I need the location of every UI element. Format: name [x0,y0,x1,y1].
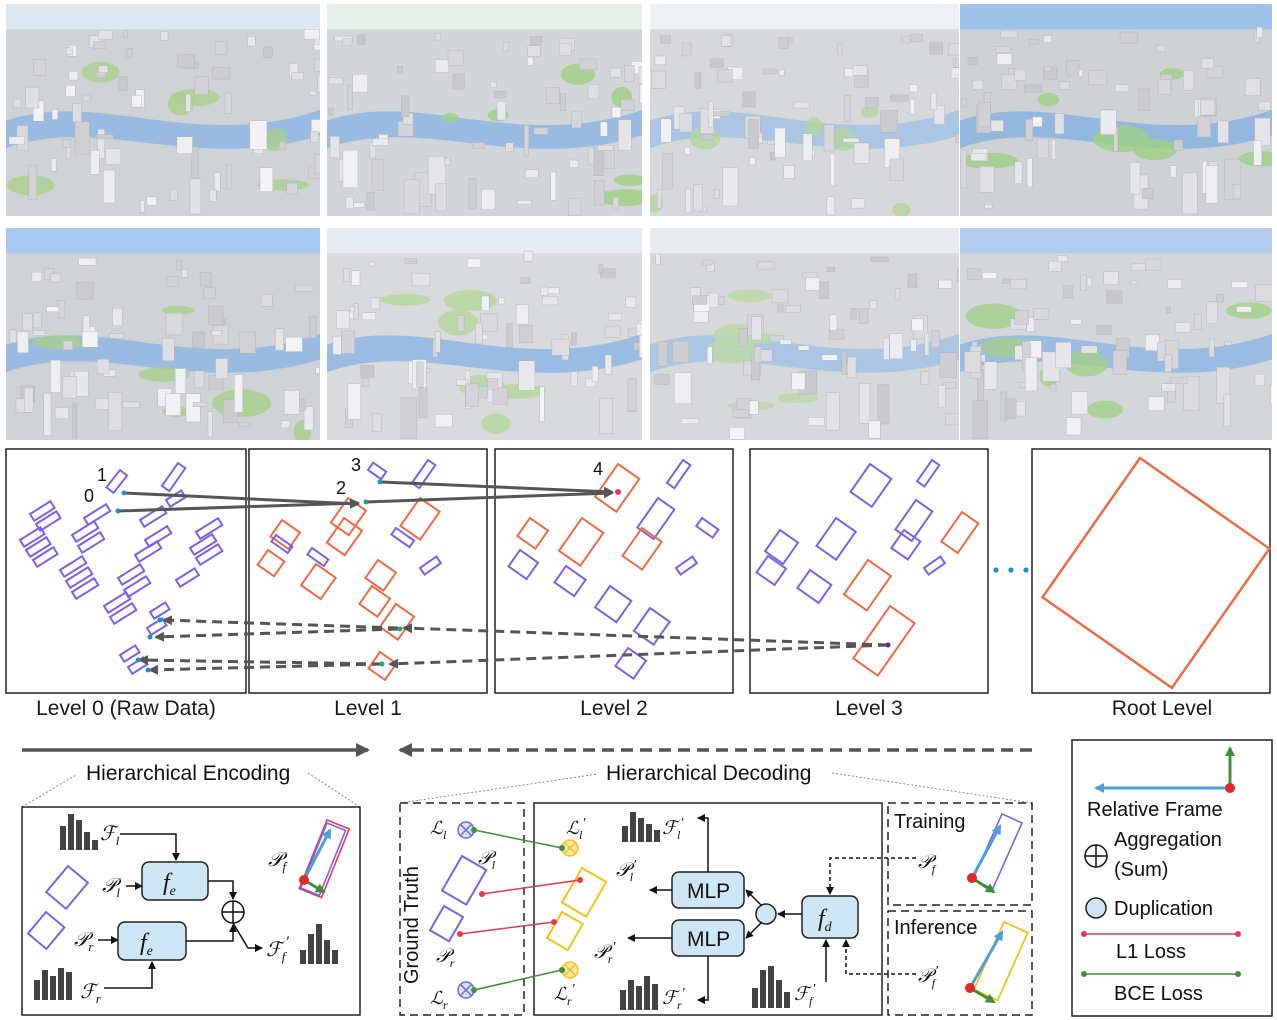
root-level-label: Root Level [1111,697,1213,720]
f-r-symbol: ℱr [80,981,102,1006]
fr-prime-symbol: ℱr′ [662,986,686,1012]
svg-text:MLP: MLP [687,928,730,951]
histogram-f-r-icon [34,968,72,1000]
ff-prime-symbol: ℱf′ [266,934,289,964]
level-0-boxes [18,461,224,676]
city-view-7 [650,228,959,440]
legend-aggregation: Aggregation [1114,829,1222,851]
p-r-symbol: 𝒫r [74,929,94,954]
svg-text:fe: fe [163,870,176,899]
aggregation-icon [221,900,245,924]
root-level-panel [1031,448,1271,694]
city-view-6 [327,228,642,440]
encoding-panel [21,806,361,1016]
root-box [1040,456,1272,690]
point-label-3: 3 [351,455,361,475]
gt-p-l-symbol: 𝒫l [478,848,497,872]
histogram-fr-prime-icon [620,976,658,1010]
level-2-boxes [507,458,720,681]
decoder-panel [533,802,883,1016]
encoding-title: Hierarchical Encoding [86,762,290,785]
training-label: Training [894,811,966,833]
histogram-ff-prime-icon [300,924,338,964]
l-l-prime-symbol: ℒl′ [566,816,586,842]
p-l-prime-symbol: 𝒫l′ [616,858,637,884]
legend-relative-frame: Relative Frame [1087,799,1223,821]
city-view-1 [6,4,320,216]
ff-input-symbol: ℱf′ [794,982,816,1008]
city-view-5 [6,228,320,440]
inference-label: Inference [894,917,977,939]
duplication-icon [755,903,777,925]
mlp-bottom-node [671,919,745,957]
svg-text:MLP: MLP [687,880,730,903]
level-hierarchy-diagram: 0 1 2 3 4 [5,448,1272,694]
level-1-panel [248,448,488,694]
p-l-symbol: 𝒫l [102,875,122,900]
l-r-prime-symbol: ℒr′ [554,982,576,1008]
relative-frame-icon [1225,783,1235,793]
point-dots [115,479,891,673]
legend-bce-loss: BCE Loss [1114,983,1203,1005]
svg-text:𝒫f: 𝒫f [918,852,937,876]
legend-panel [1071,739,1273,1017]
decoder-fd-node [801,895,859,939]
training-panel [887,802,1033,906]
p-r-prime-symbol: 𝒫r′ [594,940,616,966]
encoder-fe-top [141,861,209,901]
level-0-panel [5,448,247,694]
city-view-8 [960,228,1272,440]
legend-duplication: Duplication [1114,898,1213,920]
svg-text:fd: fd [818,906,833,935]
level-2-label: Level 2 [580,697,648,720]
decoding-arrows [138,615,889,675]
f-l-symbol: ℱl [100,823,120,848]
ellipsis-dots [993,567,1029,573]
legend-l1-loss: L1 Loss [1116,941,1186,963]
level-2-panel [494,448,734,694]
mlp-top-node [671,871,745,909]
histogram-ff-input-icon [752,966,790,1008]
legend-aggregation-icon [1084,844,1108,868]
encoder-fe-bottom [117,921,187,961]
svg-text:fe: fe [140,930,153,959]
encoding-arrows [117,480,614,513]
point-label-2: 2 [336,478,346,498]
point-label-0: 0 [84,486,94,506]
city-view-4 [960,4,1272,216]
level-1-boxes [256,458,443,682]
inference-panel [887,910,1033,1016]
point-label-4: 4 [593,459,603,479]
ground-truth-panel [399,802,525,1016]
gt-p-r-symbol: 𝒫r [436,946,455,970]
p-f-symbol: 𝒫f [268,849,288,874]
level-3-boxes [755,458,980,678]
histogram-f-l-icon [60,814,98,850]
ground-truth-label: Ground Truth [401,866,423,984]
fl-prime-symbol: ℱl′ [662,816,684,842]
svg-text:𝒫f′: 𝒫f′ [918,964,939,990]
legend-aggregation-sum: (Sum) [1114,859,1168,881]
level-1-label: Level 1 [334,697,402,720]
level-3-panel [749,448,989,694]
level-0-label: Level 0 (Raw Data) [36,697,216,720]
histogram-fl-prime-icon [622,812,660,842]
l-r-symbol: ℒr [430,988,448,1012]
city-view-3 [650,4,959,216]
decoding-title: Hierarchical Decoding [606,762,811,785]
legend-duplication-icon [1085,897,1107,919]
city-view-2 [327,4,642,216]
level-3-label: Level 3 [835,697,903,720]
l-l-symbol: ℒl [430,818,447,842]
point-label-1: 1 [97,465,107,485]
